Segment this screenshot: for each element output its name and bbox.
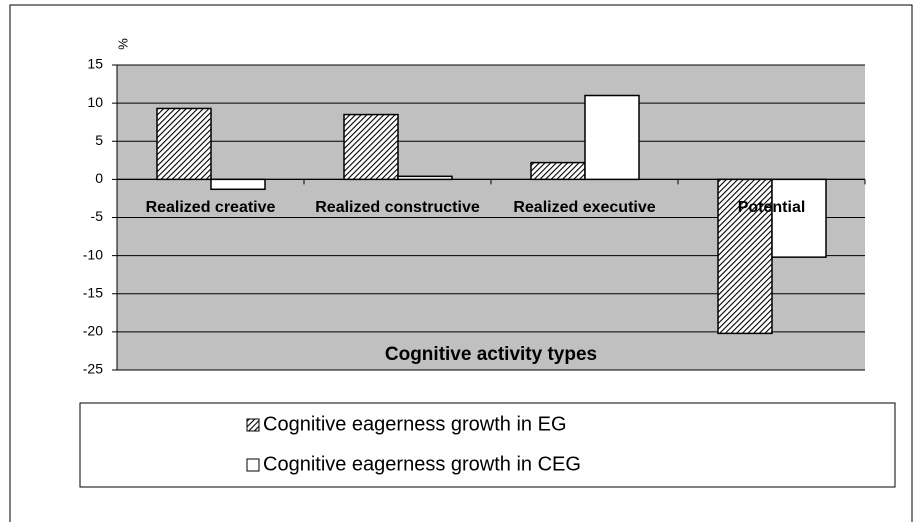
bar <box>210 178 266 191</box>
legend-box <box>79 402 896 488</box>
y-tick-label: -5 <box>91 208 104 224</box>
y-tick-label: -25 <box>83 361 103 377</box>
y-tick-label: 0 <box>95 170 103 186</box>
y-axis-label: % <box>115 38 130 50</box>
legend-label: Cognitive eagerness growth in EG <box>263 413 567 435</box>
x-tick-label: Realized executive <box>513 199 656 216</box>
y-tick-label: 15 <box>87 56 103 72</box>
bar <box>771 178 827 258</box>
bar <box>343 113 399 181</box>
y-tick-label: -10 <box>83 246 103 262</box>
y-tick-label: 5 <box>95 132 103 148</box>
bar <box>156 107 212 181</box>
x-tick-label: Realized constructive <box>315 199 480 216</box>
y-tick-label: -15 <box>83 284 103 300</box>
x-tick-label: Realized creative <box>145 199 276 216</box>
bar <box>584 94 640 181</box>
y-tick-label: 10 <box>87 94 103 110</box>
bar <box>530 161 586 181</box>
legend-label: Cognitive eagerness growth in CEG <box>263 453 581 475</box>
frame <box>9 4 913 522</box>
x-axis-label: Cognitive activity types <box>385 344 597 365</box>
legend-swatch <box>246 418 260 432</box>
y-tick-label: -20 <box>83 323 103 339</box>
legend-swatch <box>246 458 260 472</box>
x-tick-label: Potential <box>737 199 806 216</box>
bar <box>397 175 453 181</box>
